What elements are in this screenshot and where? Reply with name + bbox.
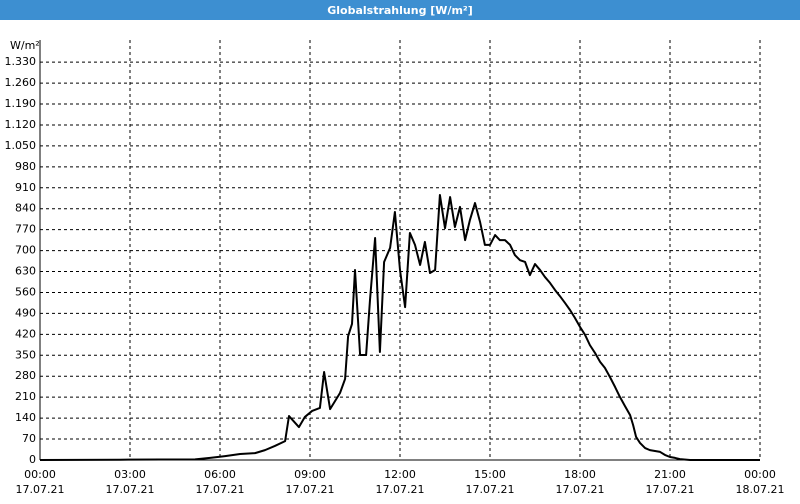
- y-tick-label: 560: [15, 285, 36, 298]
- x-tick-label: 17.07.21: [376, 483, 425, 496]
- x-tick-label: 09:00: [294, 468, 326, 481]
- x-tick-label: 17.07.21: [556, 483, 605, 496]
- y-tick-label: 210: [15, 390, 36, 403]
- grid: [40, 40, 761, 460]
- y-tick-label: 70: [22, 432, 36, 445]
- y-axis-label: W/m²: [10, 39, 40, 52]
- x-tick-label: 17.07.21: [16, 483, 65, 496]
- x-tick-label: 00:00: [24, 468, 56, 481]
- x-tick-label: 17.07.21: [646, 483, 695, 496]
- x-tick-label: 06:00: [204, 468, 236, 481]
- y-tick-label: 1.050: [5, 139, 37, 152]
- y-tick-label: 700: [15, 244, 36, 257]
- y-tick-label: 1.330: [5, 55, 37, 68]
- y-tick-label: 420: [15, 327, 36, 340]
- x-tick-label: 18.07.21: [736, 483, 785, 496]
- y-tick-label: 910: [15, 181, 36, 194]
- x-tick-label: 03:00: [114, 468, 146, 481]
- title-bar: [0, 0, 800, 20]
- y-tick-label: 1.190: [5, 97, 37, 110]
- y-tick-label: 140: [15, 411, 36, 424]
- chart-title: Globalstrahlung [W/m²]: [327, 4, 473, 17]
- y-tick-label: 1.120: [5, 118, 37, 131]
- data-line: [39, 193, 760, 461]
- x-tick-label: 12:00: [384, 468, 416, 481]
- x-tick-label: 17.07.21: [466, 483, 515, 496]
- y-tick-label: 1.260: [5, 76, 37, 89]
- y-tick-label: 490: [15, 306, 36, 319]
- y-tick-label: 630: [15, 265, 36, 278]
- y-tick-label: 980: [15, 160, 36, 173]
- x-tick-label: 17.07.21: [286, 483, 335, 496]
- y-tick-label: 0: [29, 453, 36, 466]
- x-tick-label: 15:00: [474, 468, 506, 481]
- x-tick-label: 00:00: [744, 468, 776, 481]
- y-tick-label: 770: [15, 223, 36, 236]
- y-tick-label: 840: [15, 202, 36, 215]
- x-tick-label: 21:00: [654, 468, 686, 481]
- y-tick-label: 350: [15, 348, 36, 361]
- x-tick-label: 17.07.21: [196, 483, 245, 496]
- x-tick-label: 17.07.21: [106, 483, 155, 496]
- x-tick-label: 18:00: [564, 468, 596, 481]
- y-tick-label: 280: [15, 369, 36, 382]
